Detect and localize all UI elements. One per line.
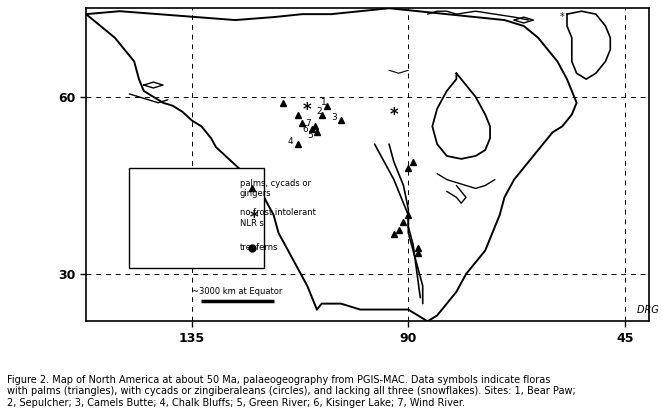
Text: treeferns: treeferns	[240, 243, 279, 252]
Text: 5: 5	[307, 131, 312, 140]
Text: 6: 6	[302, 125, 308, 134]
Text: Figure 2. Map of North America at about 50 Ma, palaeogeography from PGIS-MAC. Da: Figure 2. Map of North America at about …	[7, 375, 575, 408]
Text: *: *	[250, 209, 259, 227]
Text: *: *	[560, 12, 565, 22]
Bar	[129, 168, 264, 268]
Text: no frost intolerant
NLR s: no frost intolerant NLR s	[240, 208, 316, 228]
Text: 1: 1	[321, 98, 327, 107]
Text: *: *	[389, 105, 398, 124]
Text: 2: 2	[316, 107, 322, 116]
Text: 7: 7	[305, 119, 311, 128]
Text: ~3000 km at Equator: ~3000 km at Equator	[193, 287, 283, 296]
Text: DRG ’93: DRG ’93	[637, 305, 662, 316]
Text: *: *	[303, 101, 312, 119]
Text: palms, cycads or
gingers: palms, cycads or gingers	[240, 179, 311, 198]
Text: 4: 4	[288, 137, 293, 146]
Text: 3: 3	[331, 113, 336, 122]
